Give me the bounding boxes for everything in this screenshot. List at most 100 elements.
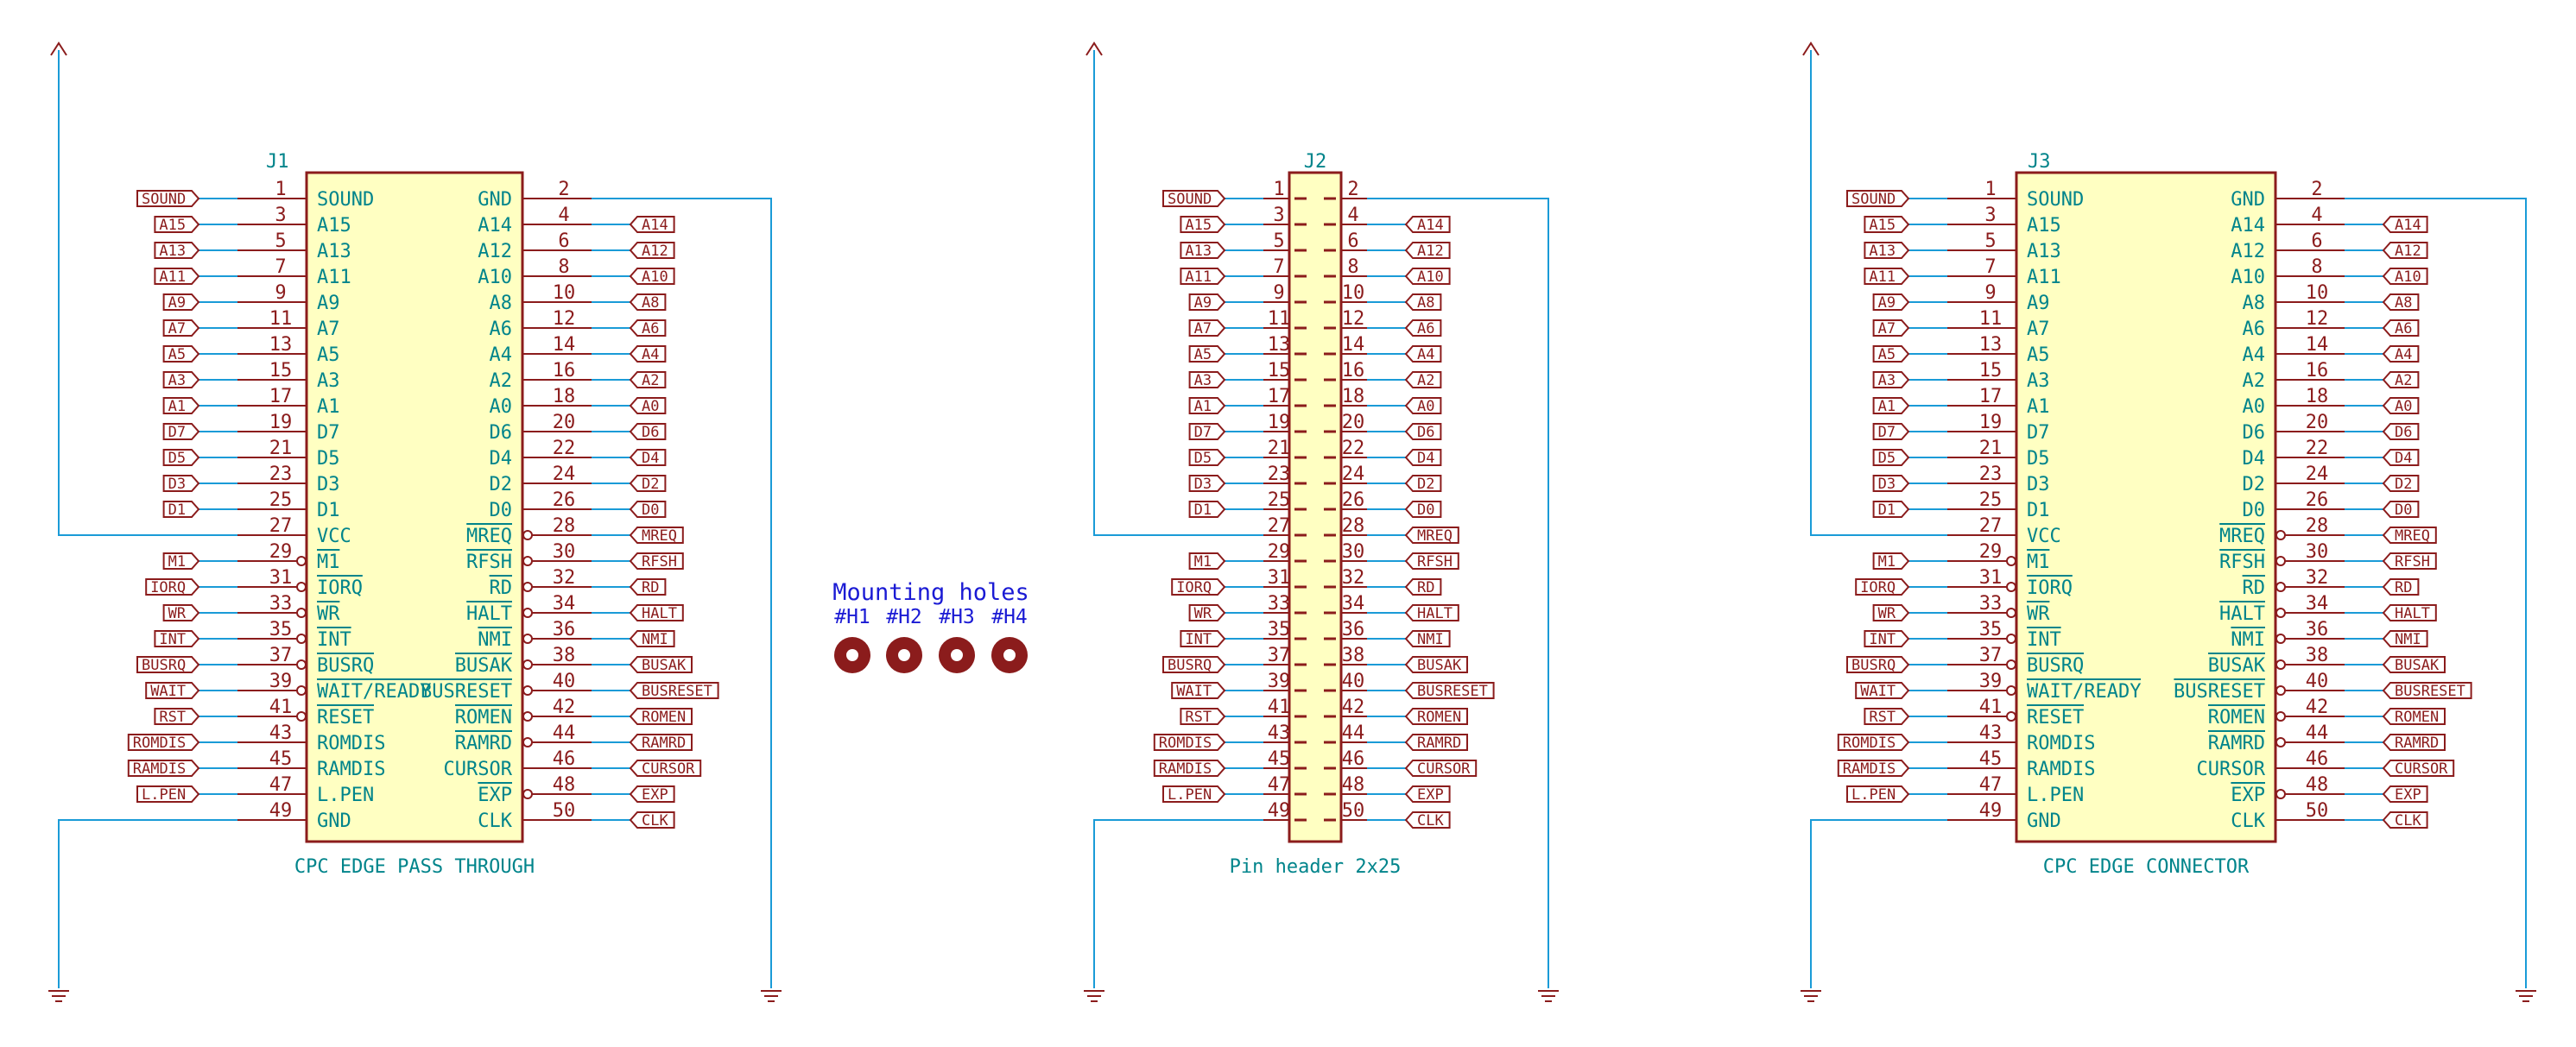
pin-13-name: A5 <box>2027 344 2050 366</box>
pin-18-name: A0 <box>490 396 513 418</box>
pin-30-number: 30 <box>1342 541 1365 563</box>
pin-28-bubble <box>522 530 533 540</box>
net-label-romen: ROMEN <box>2395 709 2439 726</box>
net-label-a5: A5 <box>1878 346 1896 363</box>
net-label-rfsh: RFSH <box>2395 553 2430 571</box>
net-label-a15: A15 <box>159 217 186 234</box>
net-label-busak: BUSAK <box>642 657 687 674</box>
net-label-halt: HALT <box>2395 605 2430 622</box>
pin-8-name: A10 <box>2231 267 2265 288</box>
net-label-a4-flag <box>1404 345 1442 363</box>
net-label-a1-flag <box>162 397 200 414</box>
mounting-hole-h3 <box>939 637 975 673</box>
pin-4-name: A14 <box>478 215 512 237</box>
pin-6-number: 6 <box>1347 230 1358 252</box>
net-label-a1: A1 <box>168 398 186 415</box>
net-label-a13: A13 <box>1185 243 1212 260</box>
pin-21-number: 21 <box>1979 438 2003 459</box>
net-label-mreq: MREQ <box>642 527 677 545</box>
net-label-a8-flag <box>629 293 667 311</box>
net-label-rst: RST <box>159 709 186 726</box>
net-label-wait: WAIT <box>150 683 186 700</box>
net-label-romdis: ROMDIS <box>1159 735 1212 752</box>
vcc-power-arrow <box>50 41 67 56</box>
net-label-d4-flag <box>1404 449 1442 466</box>
net-label-int-flag <box>1864 630 1910 647</box>
connector-body <box>2015 171 2277 843</box>
pin-36-number: 36 <box>2306 619 2329 640</box>
net-label-a6-flag <box>629 319 667 337</box>
pin-32-bubble <box>2275 582 2286 592</box>
pin-19-name: D7 <box>317 422 340 444</box>
pin-38-name: BUSAK <box>455 655 513 677</box>
net-label-a9-flag <box>1872 293 1910 311</box>
pin-33-number: 33 <box>269 593 293 615</box>
pin-16-name: A2 <box>2243 370 2266 392</box>
pin-33-name: WR <box>317 603 340 625</box>
net-label-d3-flag <box>1872 475 1910 492</box>
pin-30-name: RFSH <box>2219 552 2265 573</box>
pin-19-number: 19 <box>1979 412 2003 433</box>
pin-17-name: A1 <box>317 396 340 418</box>
net-label-ramdis-flag <box>1153 760 1226 777</box>
pin-33-number: 33 <box>1979 593 2003 615</box>
net-label-busrq-flag <box>1162 656 1226 673</box>
pin-41-bubble <box>2006 711 2016 722</box>
pin-25-name: D1 <box>2027 500 2050 521</box>
pin-45-number: 45 <box>1979 748 2003 770</box>
connector-ref: J3 <box>2028 151 2051 173</box>
pin-7-number: 7 <box>1984 256 1996 278</box>
net-label-clk-flag <box>1404 811 1451 829</box>
net-label-busreset-flag <box>1404 682 1495 699</box>
net-label-d4: D4 <box>1417 450 1434 467</box>
net-label-d0-flag <box>629 501 667 518</box>
pin-48-bubble <box>2275 789 2286 799</box>
pin-42-name: ROMEN <box>2208 707 2265 728</box>
pin-48-name: EXP <box>478 785 512 806</box>
connector-ref: J2 <box>1304 151 1327 173</box>
pin-37-bubble <box>2006 659 2016 670</box>
net-label-a14: A14 <box>642 217 668 234</box>
pin-5-number: 5 <box>275 230 286 252</box>
net-label-ramrd-flag <box>1404 734 1468 751</box>
net-label-a3-flag <box>162 371 200 388</box>
net-label-d3: D3 <box>1194 476 1212 493</box>
net-label-cursor: CURSOR <box>2395 760 2448 778</box>
pin-35-number: 35 <box>269 619 293 640</box>
pin-27-name: VCC <box>2027 526 2061 547</box>
net-label-a3: A3 <box>1878 372 1896 389</box>
net-label-a13-flag <box>1180 242 1226 259</box>
net-label-ramdis-flag <box>127 760 200 777</box>
net-label-d1-flag <box>1872 501 1910 518</box>
net-label-a6: A6 <box>642 320 659 337</box>
net-label-ramrd-flag <box>629 734 693 751</box>
pin-42-number: 42 <box>1342 697 1365 718</box>
pin-40-name: BUSRESET <box>421 681 512 703</box>
pin-25-number: 25 <box>269 489 293 511</box>
net-label-rd: RD <box>2395 579 2412 596</box>
pin-44-number: 44 <box>2306 722 2329 744</box>
net-label-halt-flag <box>2382 604 2437 621</box>
net-label-m1: M1 <box>168 553 186 571</box>
net-label-d3-flag <box>1188 475 1226 492</box>
net-label-d4: D4 <box>642 450 659 467</box>
pin-38-number: 38 <box>2306 645 2329 666</box>
pin-6-name: A12 <box>478 241 512 262</box>
pin-23-number: 23 <box>1268 464 1291 485</box>
net-label-halt: HALT <box>642 605 677 622</box>
net-label-a9: A9 <box>1194 294 1212 312</box>
net-label-int-flag <box>154 630 200 647</box>
net-label-a6: A6 <box>2395 320 2412 337</box>
pin-9-number: 9 <box>1273 282 1284 304</box>
pin-29-number: 29 <box>1979 541 2003 563</box>
pin-34-number: 34 <box>1342 593 1365 615</box>
pin-3-number: 3 <box>275 205 286 226</box>
net-label-mreq: MREQ <box>2395 527 2430 545</box>
pin-31-bubble <box>296 582 307 592</box>
pin-26-number: 26 <box>2306 489 2329 511</box>
pin-31-name: IORQ <box>317 577 363 599</box>
pin-38-bubble <box>2275 659 2286 670</box>
net-label-ramrd-flag <box>2382 734 2446 751</box>
